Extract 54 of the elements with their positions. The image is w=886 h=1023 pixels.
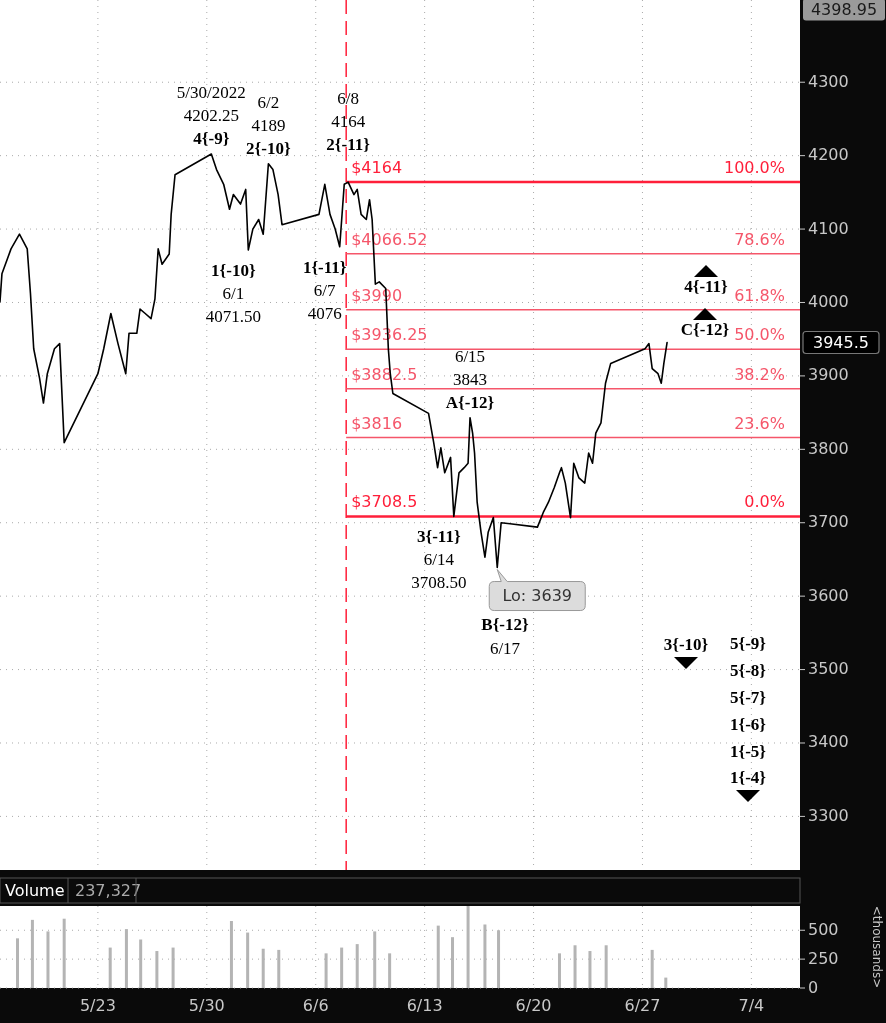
y-axis-title: <thousands>	[869, 905, 884, 989]
y-tick-label: 3900	[808, 365, 849, 385]
annotation: Lo: 3639	[502, 586, 573, 606]
annotation: 5{-8}	[729, 660, 767, 680]
annotation: 5/30/2022 4202.25 4{-9}	[176, 82, 246, 148]
annotation: 6/2 4189 2{-10}	[246, 92, 291, 158]
annotation: 1{-4}	[729, 767, 767, 787]
annotation: 1{-5}	[729, 741, 767, 761]
y-tick-label: 4000	[808, 291, 849, 311]
ref-line-label: $3816	[351, 413, 403, 433]
annotation: 61.8%	[734, 285, 785, 305]
y-tick-label: 3300	[808, 805, 849, 825]
y-tick-label: 3945.5	[813, 332, 869, 352]
y-tick-label: 4398.95	[810, 0, 878, 20]
annotation: 100.0%	[723, 158, 785, 178]
ref-line-label: $4164	[351, 158, 403, 178]
annotation: 3{-10}	[663, 634, 709, 654]
y-tick-label: 250	[808, 948, 839, 968]
x-tick-label: 5/23	[79, 996, 116, 1015]
x-tick-label: 6/20	[515, 996, 552, 1015]
annotation: 3{-11} 6/14 3708.50	[411, 527, 467, 593]
annotation: 38.2%	[734, 364, 785, 384]
annotation: 5{-9}	[729, 633, 767, 653]
x-tick-label: 6/13	[406, 996, 443, 1015]
x-tick-label: 5/30	[188, 996, 225, 1015]
text: 237,327	[75, 880, 142, 900]
y-tick-label: 3600	[808, 585, 849, 605]
y-tick-label: 4300	[808, 71, 849, 91]
x-tick-label: 6/6	[302, 996, 329, 1015]
y-tick-label: 3500	[808, 659, 849, 679]
x-tick-label: 6/27	[624, 996, 661, 1015]
y-tick-label: 3400	[808, 732, 849, 752]
annotation: 1{-11} 6/7 4076	[302, 257, 347, 323]
annotation: 78.6%	[734, 229, 785, 249]
ref-line-label: $3708.5	[351, 492, 418, 512]
y-tick-label: 3800	[808, 438, 849, 458]
annotation: 1{-6}	[729, 714, 767, 734]
annotation: 1{-10} 6/1 4071.50	[205, 260, 261, 326]
annotation: 6/15 3843 A{-12}	[445, 346, 495, 412]
y-tick-label: 0	[808, 977, 819, 997]
chart-title: Volume	[5, 880, 65, 900]
annotation: B{-12} 6/17	[481, 614, 529, 658]
annotation: 50.0%	[734, 325, 785, 345]
annotation: 23.6%	[734, 413, 785, 433]
annotation: 6/8 4164 2{-11}	[326, 88, 371, 154]
annotation: 4{-11}	[684, 276, 729, 296]
y-tick-label: 4200	[808, 145, 849, 165]
annotation: C{-12}	[680, 319, 730, 339]
y-tick-label: 3700	[808, 512, 849, 532]
y-tick-label: 4100	[808, 218, 849, 238]
annotation: 0.0%	[744, 492, 785, 512]
annotation: 5{-7}	[729, 687, 767, 707]
y-tick-label: 500	[808, 919, 839, 939]
x-tick-label: 7/4	[738, 996, 765, 1015]
